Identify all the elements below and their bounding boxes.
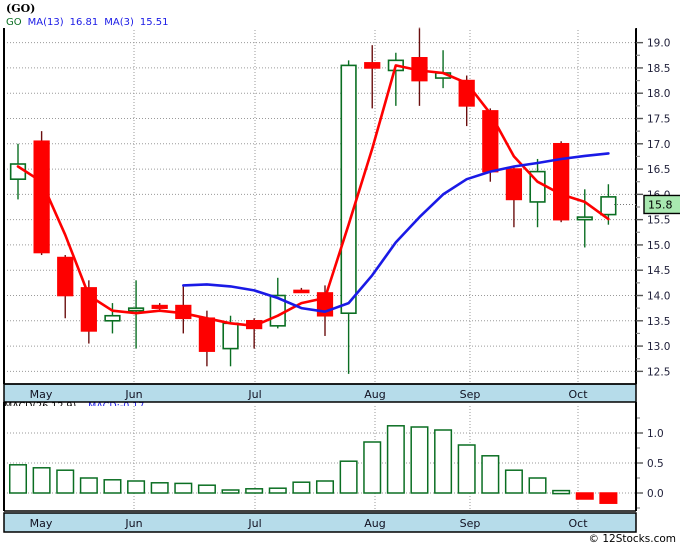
price-axis-label: 18.0 [647, 88, 670, 100]
month-axis-label: May [30, 388, 53, 401]
month-axis-label: Jul [247, 388, 261, 401]
macd-axis-label: 0.5 [647, 458, 664, 470]
macd-bar-positive [8, 464, 28, 494]
legend-ma-long-value: 16.81 [69, 17, 99, 28]
macd-bar-negative [575, 492, 594, 500]
legend-ma-short-value: 15.51 [139, 17, 169, 28]
macd-bar-positive [315, 480, 335, 494]
month-axis-label: Jul [247, 517, 261, 530]
price-axis-label: 12.5 [647, 366, 670, 378]
candle-down [505, 168, 523, 201]
macd-bar-positive [481, 455, 500, 494]
copyright-notice: © 12Stocks.com [588, 533, 677, 545]
legend-ma-long-label: MA(13) [27, 17, 64, 28]
candle-down [57, 256, 74, 297]
macd-bar-positive [174, 482, 193, 494]
price-axis-label: 15.5 [647, 215, 670, 227]
macd-bar-positive [434, 429, 453, 494]
current-price-tag-label: 15.8 [648, 198, 673, 211]
macd-bar-positive [103, 479, 122, 494]
month-axis-label: Aug [364, 517, 385, 530]
macd-bar-positive [221, 489, 240, 494]
candle-down [33, 140, 50, 254]
candle-down [553, 142, 570, 221]
ma-long-line [182, 152, 610, 313]
month-axis-label: Aug [364, 388, 385, 401]
macd-bar-positive [528, 477, 547, 494]
price-axis-label: 16.5 [647, 164, 670, 176]
month-axis-label: Sep [460, 388, 481, 401]
price-axis-label: 14.5 [647, 265, 670, 277]
month-axis-label: Oct [568, 388, 588, 401]
macd-bar-positive [245, 488, 264, 494]
ma-short-line [16, 64, 610, 328]
price-axis-label: 13.0 [647, 341, 670, 353]
macd-bar-positive [32, 467, 51, 494]
month-axis-label: Jun [124, 388, 142, 401]
candle-down [482, 110, 499, 173]
price-axis-label: 15.0 [647, 240, 670, 252]
month-axis-label: Oct [568, 517, 588, 530]
price-legend: GO MA(13) 16.81 MA(3) 15.51 [6, 17, 169, 28]
macd-bar-positive [150, 482, 169, 494]
macd-bar-positive [268, 487, 287, 494]
macd-bar-positive [410, 426, 429, 494]
month-axis-label: May [30, 517, 53, 530]
macd-bar-positive [504, 469, 523, 494]
candle-up [127, 307, 145, 312]
candle-up [222, 322, 239, 350]
macd-bar-positive [363, 441, 382, 494]
macd-panel-background [4, 406, 636, 511]
macd-bar-positive [552, 489, 571, 495]
price-panel-background [4, 30, 636, 384]
month-axis-label: Sep [460, 517, 481, 530]
macd-bar-positive [386, 425, 405, 494]
current-price-tag [643, 194, 680, 215]
macd-bar-positive [339, 460, 358, 494]
candle-up [576, 216, 593, 221]
candle-up [340, 64, 357, 315]
candle-up [600, 196, 617, 216]
price-axis-label: 17.5 [647, 114, 670, 126]
macd-bar-positive [197, 484, 216, 494]
price-axis-label: 14.0 [647, 291, 670, 303]
macd-bar-positive [56, 469, 75, 494]
candle-up [104, 314, 121, 322]
price-axis-label: 17.0 [647, 139, 670, 151]
macd-bar-positive [292, 481, 311, 494]
macd-bar-positive [457, 444, 476, 494]
macd-bar-negative [599, 492, 618, 504]
price-axis-label: 18.5 [647, 63, 670, 75]
legend-symbol: GO [6, 17, 22, 28]
page-title: (GO) [6, 2, 36, 15]
macd-bar-positive [79, 477, 98, 494]
candle-down [364, 62, 381, 69]
macd-bar-positive [127, 480, 146, 494]
price-axis-label: 19.0 [647, 38, 670, 50]
legend-ma-short-label: MA(3) [104, 17, 134, 28]
month-band-upper [3, 383, 637, 403]
macd-axis-label: 1.0 [647, 428, 664, 440]
price-axis-label: 13.5 [647, 316, 670, 328]
candle-down [151, 304, 168, 309]
month-axis-label: Jun [124, 517, 142, 530]
candle-down [293, 289, 310, 294]
month-band-lower [3, 512, 637, 533]
macd-axis-label: 0.0 [647, 488, 664, 500]
candle-down [198, 317, 216, 352]
